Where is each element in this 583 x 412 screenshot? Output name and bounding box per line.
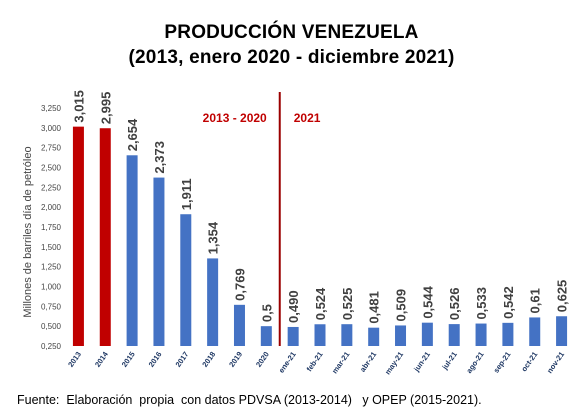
x-tick-label: 2014 <box>93 349 110 369</box>
bar <box>502 322 514 346</box>
x-tick-label: nov-21 <box>545 350 566 375</box>
data-label: 1,911 <box>179 178 194 210</box>
data-label: 0,509 <box>394 289 409 322</box>
bar <box>207 258 219 346</box>
y-tick-label: 1,000 <box>41 283 62 292</box>
data-label: 0,625 <box>555 280 570 313</box>
data-label: 0,533 <box>474 287 489 320</box>
bar <box>529 317 541 346</box>
x-tick-label: feb-21 <box>305 350 325 373</box>
data-label: 0,769 <box>232 268 247 301</box>
x-tick-label: 2016 <box>147 350 164 369</box>
y-tick-label: 0,500 <box>41 322 62 331</box>
y-tick-label: 2,500 <box>41 164 62 173</box>
x-tick-label: oct-21 <box>519 350 539 373</box>
bar <box>314 324 326 346</box>
y-tick-label: 2,250 <box>41 183 62 192</box>
data-label: 0,526 <box>447 288 462 321</box>
bar <box>475 323 487 346</box>
y-tick-label: 1,250 <box>41 263 62 272</box>
y-tick-label: 2,750 <box>41 144 62 153</box>
bar <box>556 316 568 346</box>
y-tick-label: 3,250 <box>41 104 62 113</box>
bar <box>180 214 192 346</box>
x-tick-label: 2015 <box>120 350 137 369</box>
data-label: 2,654 <box>125 118 140 151</box>
bar <box>395 325 407 346</box>
x-tick-label: jun-21 <box>411 350 432 374</box>
data-label: 2,373 <box>152 141 167 174</box>
x-tick-label: 2013 <box>66 350 83 369</box>
bar <box>72 126 84 346</box>
bar <box>99 128 111 346</box>
x-tick-label: ago-21 <box>464 350 485 375</box>
data-label: 3,015 <box>71 90 86 123</box>
y-tick-label: 0,250 <box>41 342 62 351</box>
y-tick-label: 2,000 <box>41 203 62 212</box>
x-tick-label: jul-21 <box>440 350 459 372</box>
bar <box>233 304 245 346</box>
data-label: 0,525 <box>340 288 355 321</box>
y-tick-label: 3,000 <box>41 124 62 133</box>
data-label: 0,490 <box>286 290 301 323</box>
y-tick-label: 1,500 <box>41 243 62 252</box>
data-label: 0,544 <box>420 285 435 318</box>
bar <box>368 327 380 346</box>
x-tick-label: abr-21 <box>358 350 378 374</box>
bar <box>421 322 433 346</box>
bar <box>260 326 272 346</box>
x-tick-label: 2020 <box>254 350 271 369</box>
chart-subtitle: (2013, enero 2020 - diciembre 2021) <box>128 47 455 68</box>
x-tick-label: 2017 <box>173 350 190 369</box>
data-label: 0,524 <box>313 287 328 320</box>
x-tick-label: sep-21 <box>492 350 513 375</box>
bar <box>287 326 299 346</box>
y-axis-label: Millones de barriles día de petróleo <box>22 146 34 317</box>
data-label: 0,542 <box>501 286 516 319</box>
data-label: 0,5 <box>259 304 274 322</box>
x-tick-label: mar-21 <box>330 350 351 375</box>
data-label: 2,995 <box>98 92 113 125</box>
x-tick-label: 2018 <box>200 350 217 369</box>
data-label: 0,481 <box>367 291 382 324</box>
chart-title: PRODUCCIÓN VENEZUELA <box>164 22 419 43</box>
bar <box>341 324 353 346</box>
data-label: 1,354 <box>206 221 221 254</box>
y-tick-label: 0,750 <box>41 302 62 311</box>
period-annotation-2013-2020: 2013 - 2020 <box>203 111 267 125</box>
bar <box>448 324 460 346</box>
source-note: Fuente: Elaboración propia con datos PDV… <box>17 393 482 407</box>
bar <box>153 177 165 346</box>
x-tick-label: may-21 <box>383 350 405 376</box>
period-annotation-2021: 2021 <box>294 111 321 125</box>
data-label: 0,61 <box>528 288 543 313</box>
x-tick-label: ene-21 <box>277 350 298 375</box>
y-tick-label: 1,750 <box>41 223 62 232</box>
x-tick-label: 2019 <box>227 350 244 369</box>
bar <box>126 155 138 346</box>
